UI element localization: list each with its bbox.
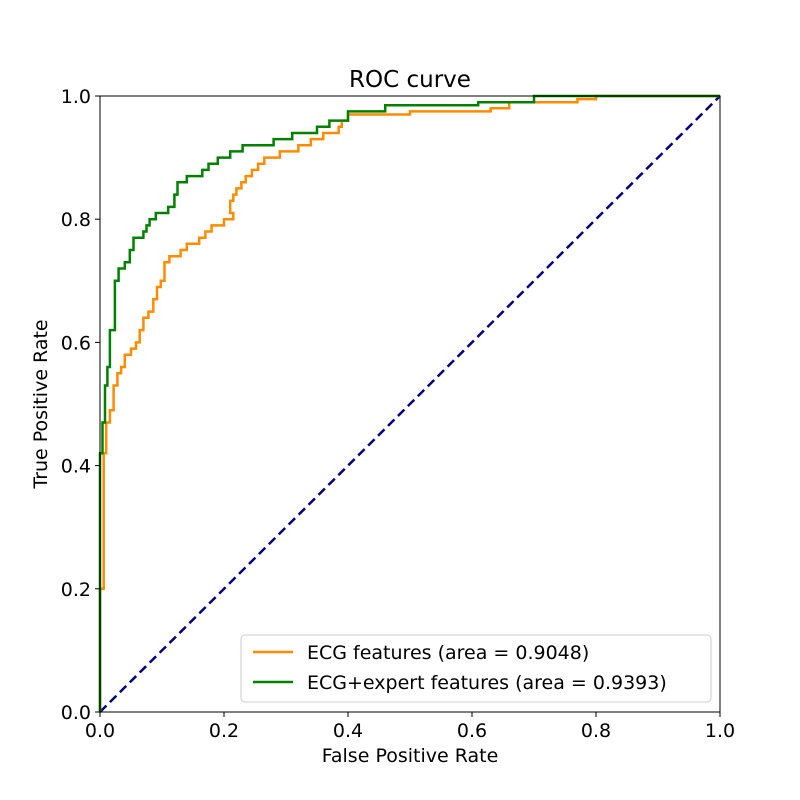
chart-title: ROC curve: [349, 67, 471, 93]
y-tick-label: 0.0: [61, 702, 91, 724]
chance-diagonal-line: [99, 95, 721, 713]
x-tick-label: 0.2: [209, 720, 239, 742]
ecg-expert-roc-line: [98, 94, 720, 712]
y-tick-label: 0.4: [61, 456, 91, 478]
y-tick-label: 0.8: [61, 209, 91, 231]
x-axis-label: False Positive Rate: [322, 745, 499, 767]
x-tick-label: 0.4: [333, 720, 363, 742]
legend: ECG features (area = 0.9048) ECG+expert …: [240, 634, 712, 703]
x-tick-label: 0.0: [85, 720, 115, 742]
y-axis-ticks: 0.0 0.2 0.4 0.6 0.8 1.0: [61, 86, 100, 724]
legend-label-ecg: ECG features (area = 0.9048): [307, 642, 589, 664]
x-tick-label: 0.8: [581, 720, 611, 742]
y-axis-label: True Positive Rate: [30, 319, 52, 489]
y-tick-label: 1.0: [61, 86, 91, 108]
y-tick-label: 0.6: [61, 332, 91, 354]
plot-frame: [99, 95, 721, 713]
legend-box: [240, 634, 712, 703]
x-tick-label: 1.0: [705, 720, 735, 742]
x-tick-label: 0.6: [457, 720, 487, 742]
ecg-roc-line: [98, 94, 720, 712]
y-tick-label: 0.2: [61, 579, 91, 601]
series-layer: [98, 94, 721, 713]
legend-label-ecg-expert: ECG+expert features (area = 0.9393): [307, 672, 667, 694]
x-axis-ticks: 0.0 0.2 0.4 0.6 0.8 1.0: [85, 712, 735, 742]
